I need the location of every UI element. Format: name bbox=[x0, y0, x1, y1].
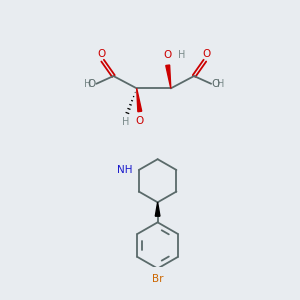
Text: O: O bbox=[97, 49, 105, 59]
Text: H: H bbox=[178, 50, 185, 60]
Text: H: H bbox=[217, 79, 224, 89]
Text: O: O bbox=[164, 50, 172, 60]
Text: NH: NH bbox=[117, 165, 133, 175]
Text: O: O bbox=[202, 49, 211, 59]
Text: H: H bbox=[122, 117, 130, 127]
Text: O: O bbox=[87, 79, 96, 89]
Text: Br: Br bbox=[152, 274, 164, 284]
Polygon shape bbox=[155, 202, 160, 216]
Text: H: H bbox=[84, 79, 91, 89]
Text: O: O bbox=[136, 116, 144, 127]
Polygon shape bbox=[137, 88, 142, 112]
Text: O: O bbox=[212, 79, 220, 89]
Polygon shape bbox=[166, 65, 171, 88]
